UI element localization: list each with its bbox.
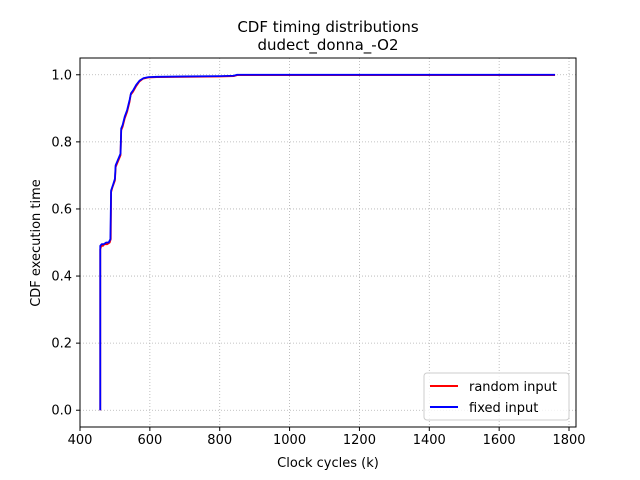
chart-title: CDF timing distributions (237, 18, 419, 36)
x-tick-label: 400 (68, 433, 93, 448)
legend-label-fixed-input: fixed input (469, 401, 538, 416)
axes: 400 600 800 1000 1200 1400 1600 1800 0.0 0.2 0.4 0.… (51, 57, 586, 448)
y-tick-label: 0.0 (51, 404, 72, 419)
series-line-fixed-input (99, 73, 556, 411)
x-axis-label: Clock cycles (k) (277, 456, 379, 471)
y-axis-label: CDF execution time (29, 179, 44, 307)
series-lines (99, 73, 556, 411)
y-tick-label: 0.8 (51, 135, 72, 150)
x-tick-label: 1800 (552, 433, 585, 448)
legend-frame (423, 372, 570, 421)
y-tick-label: 0.2 (51, 337, 72, 352)
y-tick-label: 0.6 (51, 202, 72, 217)
chart-subtitle: dudect_donna_-O2 (258, 36, 399, 55)
x-tick-label: 800 (207, 433, 232, 448)
plot-frame (79, 57, 577, 428)
x-tick-label: 1400 (413, 433, 446, 448)
y-tick-label: 0.4 (51, 270, 72, 285)
x-tick-label: 1000 (273, 433, 306, 448)
legend-label-random-input: random input (469, 380, 557, 395)
legend: random input fixed input (423, 372, 570, 421)
x-tick-label: 600 (137, 433, 162, 448)
x-tick-label: 1600 (483, 433, 516, 448)
y-tick-label: 1.0 (51, 68, 72, 83)
x-tick-label: 1200 (343, 433, 376, 448)
